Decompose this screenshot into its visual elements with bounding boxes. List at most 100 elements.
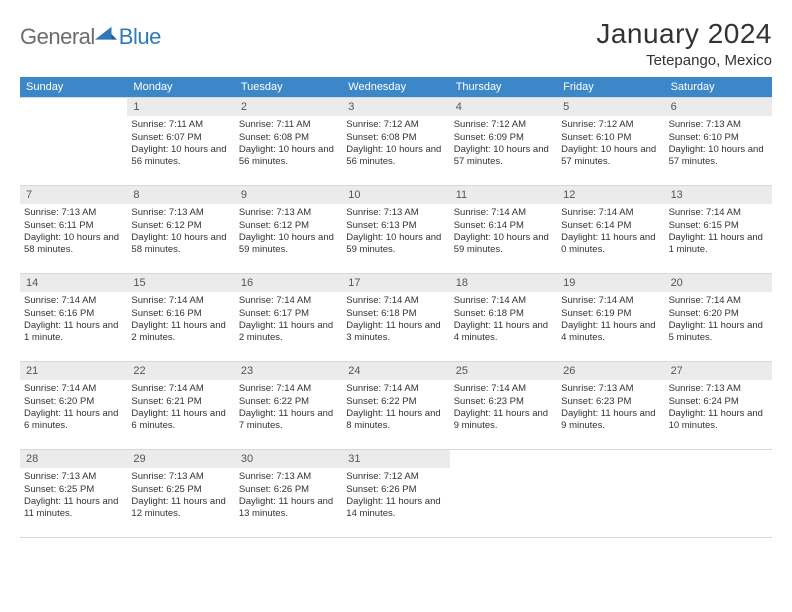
day-number: 19 <box>557 274 664 292</box>
sunset-line: Sunset: 6:22 PM <box>239 396 338 408</box>
daylight-line: Daylight: 10 hours and 59 minutes. <box>346 232 445 257</box>
sunset-line: Sunset: 6:13 PM <box>346 220 445 232</box>
daylight-line: Daylight: 11 hours and 6 minutes. <box>24 408 123 433</box>
calendar-cell: 19Sunrise: 7:14 AMSunset: 6:19 PMDayligh… <box>557 274 664 362</box>
daylight-line: Daylight: 11 hours and 12 minutes. <box>131 496 230 521</box>
daylight-line: Daylight: 11 hours and 14 minutes. <box>346 496 445 521</box>
daylight-line: Daylight: 11 hours and 10 minutes. <box>669 408 768 433</box>
day-details: Sunrise: 7:12 AMSunset: 6:08 PMDaylight:… <box>342 116 449 174</box>
day-details: Sunrise: 7:14 AMSunset: 6:20 PMDaylight:… <box>665 292 772 350</box>
day-details: Sunrise: 7:14 AMSunset: 6:18 PMDaylight:… <box>450 292 557 350</box>
brand-triangle-icon <box>95 26 117 44</box>
sunrise-line: Sunrise: 7:13 AM <box>669 119 768 131</box>
day-number: 22 <box>127 362 234 380</box>
sunrise-line: Sunrise: 7:14 AM <box>346 295 445 307</box>
day-number: 12 <box>557 186 664 204</box>
day-details: Sunrise: 7:14 AMSunset: 6:23 PMDaylight:… <box>450 380 557 438</box>
daylight-line: Daylight: 10 hours and 56 minutes. <box>346 144 445 169</box>
daylight-line: Daylight: 10 hours and 56 minutes. <box>131 144 230 169</box>
calendar-cell: 3Sunrise: 7:12 AMSunset: 6:08 PMDaylight… <box>342 98 449 186</box>
calendar-cell: 5Sunrise: 7:12 AMSunset: 6:10 PMDaylight… <box>557 98 664 186</box>
calendar-cell <box>450 450 557 538</box>
day-details: Sunrise: 7:14 AMSunset: 6:15 PMDaylight:… <box>665 204 772 262</box>
calendar-cell: 27Sunrise: 7:13 AMSunset: 6:24 PMDayligh… <box>665 362 772 450</box>
day-number: 29 <box>127 450 234 468</box>
day-number: 21 <box>20 362 127 380</box>
sunrise-line: Sunrise: 7:14 AM <box>454 295 553 307</box>
day-number: 20 <box>665 274 772 292</box>
weekday-header-cell: Monday <box>127 77 234 97</box>
day-details: Sunrise: 7:13 AMSunset: 6:12 PMDaylight:… <box>235 204 342 262</box>
day-details: Sunrise: 7:13 AMSunset: 6:25 PMDaylight:… <box>20 468 127 526</box>
day-number: 9 <box>235 186 342 204</box>
daylight-line: Daylight: 11 hours and 9 minutes. <box>561 408 660 433</box>
day-number: 1 <box>127 98 234 116</box>
day-details: Sunrise: 7:11 AMSunset: 6:08 PMDaylight:… <box>235 116 342 174</box>
day-number: 5 <box>557 98 664 116</box>
day-number: 15 <box>127 274 234 292</box>
daylight-line: Daylight: 10 hours and 59 minutes. <box>239 232 338 257</box>
calendar-cell: 22Sunrise: 7:14 AMSunset: 6:21 PMDayligh… <box>127 362 234 450</box>
weekday-header-cell: Friday <box>557 77 664 97</box>
daylight-line: Daylight: 11 hours and 11 minutes. <box>24 496 123 521</box>
calendar-cell: 20Sunrise: 7:14 AMSunset: 6:20 PMDayligh… <box>665 274 772 362</box>
day-details: Sunrise: 7:14 AMSunset: 6:18 PMDaylight:… <box>342 292 449 350</box>
header: General Blue January 2024 Tetepango, Mex… <box>20 18 772 69</box>
calendar-cell: 6Sunrise: 7:13 AMSunset: 6:10 PMDaylight… <box>665 98 772 186</box>
brand-logo: General Blue <box>20 18 161 50</box>
daylight-line: Daylight: 11 hours and 1 minute. <box>24 320 123 345</box>
sunrise-line: Sunrise: 7:14 AM <box>24 383 123 395</box>
calendar-cell <box>665 450 772 538</box>
sunset-line: Sunset: 6:26 PM <box>346 484 445 496</box>
day-number: 30 <box>235 450 342 468</box>
calendar-cell: 30Sunrise: 7:13 AMSunset: 6:26 PMDayligh… <box>235 450 342 538</box>
sunset-line: Sunset: 6:16 PM <box>131 308 230 320</box>
calendar-weekday-row: SundayMondayTuesdayWednesdayThursdayFrid… <box>20 77 772 97</box>
day-number: 13 <box>665 186 772 204</box>
calendar-cell: 4Sunrise: 7:12 AMSunset: 6:09 PMDaylight… <box>450 98 557 186</box>
daylight-line: Daylight: 11 hours and 5 minutes. <box>669 320 768 345</box>
daylight-line: Daylight: 11 hours and 6 minutes. <box>131 408 230 433</box>
sunset-line: Sunset: 6:24 PM <box>669 396 768 408</box>
sunrise-line: Sunrise: 7:14 AM <box>346 383 445 395</box>
sunset-line: Sunset: 6:21 PM <box>131 396 230 408</box>
day-details: Sunrise: 7:12 AMSunset: 6:09 PMDaylight:… <box>450 116 557 174</box>
calendar-cell: 21Sunrise: 7:14 AMSunset: 6:20 PMDayligh… <box>20 362 127 450</box>
calendar-cell: 23Sunrise: 7:14 AMSunset: 6:22 PMDayligh… <box>235 362 342 450</box>
day-number: 28 <box>20 450 127 468</box>
sunrise-line: Sunrise: 7:13 AM <box>131 471 230 483</box>
day-details: Sunrise: 7:13 AMSunset: 6:23 PMDaylight:… <box>557 380 664 438</box>
sunset-line: Sunset: 6:10 PM <box>669 132 768 144</box>
calendar-cell: 29Sunrise: 7:13 AMSunset: 6:25 PMDayligh… <box>127 450 234 538</box>
calendar-cell: 28Sunrise: 7:13 AMSunset: 6:25 PMDayligh… <box>20 450 127 538</box>
sunrise-line: Sunrise: 7:14 AM <box>454 207 553 219</box>
weekday-header-cell: Saturday <box>665 77 772 97</box>
weekday-header-cell: Wednesday <box>342 77 449 97</box>
sunset-line: Sunset: 6:20 PM <box>669 308 768 320</box>
sunset-line: Sunset: 6:19 PM <box>561 308 660 320</box>
day-number: 23 <box>235 362 342 380</box>
day-number: 25 <box>450 362 557 380</box>
calendar-page: General Blue January 2024 Tetepango, Mex… <box>0 0 792 548</box>
sunset-line: Sunset: 6:26 PM <box>239 484 338 496</box>
weekday-header-cell: Sunday <box>20 77 127 97</box>
daylight-line: Daylight: 11 hours and 7 minutes. <box>239 408 338 433</box>
calendar-cell: 7Sunrise: 7:13 AMSunset: 6:11 PMDaylight… <box>20 186 127 274</box>
sunset-line: Sunset: 6:22 PM <box>346 396 445 408</box>
weekday-header-cell: Tuesday <box>235 77 342 97</box>
daylight-line: Daylight: 11 hours and 2 minutes. <box>239 320 338 345</box>
sunrise-line: Sunrise: 7:11 AM <box>239 119 338 131</box>
day-number: 18 <box>450 274 557 292</box>
calendar-cell: 9Sunrise: 7:13 AMSunset: 6:12 PMDaylight… <box>235 186 342 274</box>
sunrise-line: Sunrise: 7:14 AM <box>24 295 123 307</box>
sunrise-line: Sunrise: 7:12 AM <box>561 119 660 131</box>
day-details: Sunrise: 7:14 AMSunset: 6:17 PMDaylight:… <box>235 292 342 350</box>
sunrise-line: Sunrise: 7:14 AM <box>561 207 660 219</box>
sunset-line: Sunset: 6:18 PM <box>346 308 445 320</box>
page-subtitle: Tetepango, Mexico <box>596 52 772 69</box>
brand-text-blue: Blue <box>119 24 161 50</box>
sunrise-line: Sunrise: 7:14 AM <box>669 207 768 219</box>
daylight-line: Daylight: 10 hours and 57 minutes. <box>561 144 660 169</box>
day-details: Sunrise: 7:14 AMSunset: 6:14 PMDaylight:… <box>450 204 557 262</box>
calendar-cell: 18Sunrise: 7:14 AMSunset: 6:18 PMDayligh… <box>450 274 557 362</box>
